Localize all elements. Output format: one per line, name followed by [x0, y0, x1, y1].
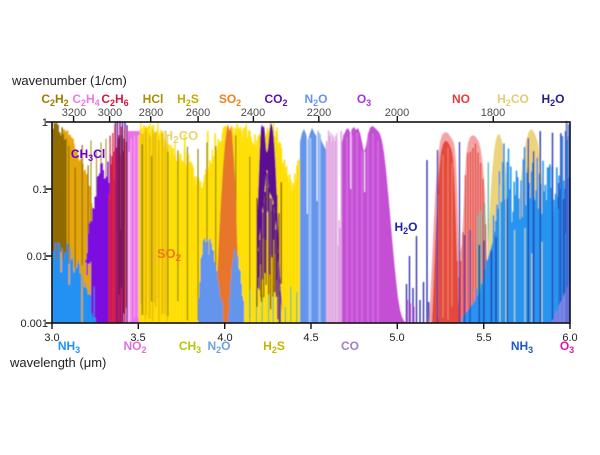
svg-text:H2O: H2O [541, 92, 564, 108]
svg-text:wavenumber (1/cm): wavenumber (1/cm) [11, 73, 127, 88]
svg-text:CO: CO [341, 339, 359, 353]
svg-text:H2CO: H2CO [497, 92, 529, 108]
svg-text:2800: 2800 [139, 107, 163, 119]
svg-text:H2S: H2S [263, 339, 285, 355]
svg-text:6.0: 6.0 [562, 332, 577, 344]
svg-text:CH3Cl: CH3Cl [71, 147, 105, 163]
svg-text:CO2: CO2 [264, 92, 287, 108]
svg-text:H2S: H2S [177, 92, 199, 108]
svg-text:4.0: 4.0 [217, 332, 232, 344]
svg-text:C2H4: C2H4 [72, 92, 99, 108]
svg-text:N2O: N2O [207, 339, 230, 355]
svg-text:2600: 2600 [186, 107, 210, 119]
svg-text:NH3: NH3 [511, 339, 533, 355]
svg-text:H2O: H2O [394, 220, 417, 236]
svg-text:5.0: 5.0 [389, 332, 404, 344]
svg-text:2400: 2400 [241, 107, 265, 119]
svg-text:HCl: HCl [143, 92, 164, 106]
svg-text:SO2: SO2 [157, 246, 182, 264]
svg-text:O3: O3 [357, 92, 371, 108]
svg-text:H2CO: H2CO [164, 128, 198, 146]
svg-text:O3: O3 [560, 339, 574, 355]
svg-text:3200: 3200 [62, 107, 86, 119]
svg-text:1800: 1800 [481, 107, 505, 119]
svg-text:1: 1 [42, 117, 48, 129]
svg-text:NO: NO [452, 92, 470, 106]
svg-text:SO2: SO2 [219, 92, 241, 108]
svg-text:0.001: 0.001 [20, 318, 48, 330]
svg-text:C2H2: C2H2 [41, 92, 68, 108]
svg-text:0.1: 0.1 [33, 184, 48, 196]
svg-text:2200: 2200 [307, 107, 331, 119]
svg-text:0.01: 0.01 [27, 251, 48, 263]
svg-text:N2O: N2O [304, 92, 327, 108]
svg-text:4.5: 4.5 [303, 332, 318, 344]
svg-text:wavelength (μm): wavelength (μm) [9, 355, 106, 370]
svg-text:CH3: CH3 [179, 339, 201, 355]
svg-text:NH3: NH3 [58, 339, 80, 355]
svg-text:2000: 2000 [385, 107, 409, 119]
svg-text:3.5: 3.5 [130, 332, 145, 344]
svg-text:3.0: 3.0 [44, 332, 59, 344]
svg-text:C2H6: C2H6 [101, 92, 128, 108]
svg-text:NO2: NO2 [123, 339, 146, 355]
svg-text:5.5: 5.5 [476, 332, 491, 344]
svg-text:3000: 3000 [98, 107, 122, 119]
